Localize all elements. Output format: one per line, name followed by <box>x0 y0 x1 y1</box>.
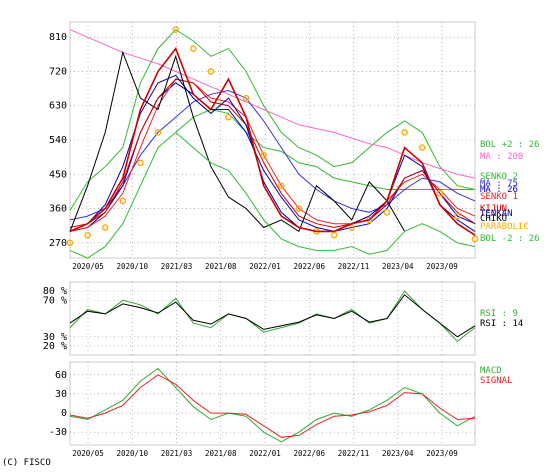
y-tick-label: 720 <box>49 66 67 77</box>
y-tick-label: 30 % <box>43 332 67 343</box>
parabolic-point <box>295 205 303 212</box>
parabolic-point <box>242 94 250 102</box>
parabolic-point <box>119 197 127 205</box>
series-line-senko-1 <box>69 78 476 232</box>
legend-parabolic: PARABOLIC <box>480 222 529 232</box>
x-tick-label: 2020/05 <box>72 449 104 458</box>
price-panel: 2020/05 2020/10 2021/03 2021/08 2022/01 2022/… <box>49 21 540 271</box>
parabolic-point <box>330 231 338 239</box>
x-tick-label: 2022/11 <box>338 449 370 458</box>
parabolic-point <box>101 224 109 231</box>
series-line-tenkan <box>69 74 476 232</box>
y-tick-label: 30 <box>55 389 67 400</box>
series-line-ma-75 <box>69 89 476 221</box>
parabolic-point <box>418 144 426 151</box>
x-tick-label: 2022/06 <box>293 262 325 271</box>
series-line-rsi-14 <box>69 294 476 338</box>
x-tick-label: 2020/05 <box>72 262 104 271</box>
x-tick-label: 2022/01 <box>249 262 281 271</box>
x-tick-label: 2023/09 <box>426 449 458 458</box>
legend-rsi-9: RSI : 9 <box>480 309 518 319</box>
x-tick-label: 2022/06 <box>293 449 325 458</box>
parabolic-point <box>154 129 162 136</box>
macd-panel: 2020/05 2020/10 2021/03 2021/08 2022/01 2022/… <box>49 361 513 458</box>
y-tick-label: 810 <box>49 32 67 43</box>
parabolic-point <box>172 26 179 33</box>
x-tick-label: 2021/03 <box>161 449 193 458</box>
series-line-signal <box>69 374 476 438</box>
y-tick-label: 70 % <box>43 295 67 306</box>
x-tick-label: 2023/04 <box>382 449 414 458</box>
legend-rsi-14: RSI : 14 <box>480 319 523 329</box>
x-tick-label: 2022/01 <box>249 449 281 458</box>
legend-bol-2-26: BOL +2 : 26 <box>480 140 540 150</box>
y-tick-label: 20 % <box>43 341 67 352</box>
legend-macd: MACD <box>480 366 502 376</box>
series-line-ma-26 <box>69 82 476 232</box>
series-line-rsi-9 <box>69 290 476 342</box>
x-tick-label: 2021/08 <box>205 449 237 458</box>
parabolic-point <box>137 159 144 167</box>
legend-chiko: CHIKO <box>480 214 507 224</box>
series-line-macd <box>69 367 476 443</box>
legend-ma-26: MA : 26 <box>480 185 518 195</box>
parabolic-point <box>84 231 91 239</box>
plot-frame <box>69 281 476 356</box>
parabolic-point <box>260 151 267 159</box>
parabolic-point <box>66 239 74 247</box>
x-tick-label: 2023/09 <box>426 262 458 271</box>
legend-kijun: KIJUN <box>480 204 507 214</box>
y-tick-label: 540 <box>49 135 67 146</box>
series-line-chiko <box>69 50 406 233</box>
x-tick-label: 2020/10 <box>116 449 148 458</box>
copyright-text: (C) FISCO <box>2 458 51 468</box>
x-tick-label: 2023/04 <box>382 262 414 271</box>
series-line-bol-2-26 <box>69 131 476 259</box>
x-tick-label: 2021/03 <box>161 262 193 271</box>
legend-senko-2: SENKO 2 <box>480 172 518 182</box>
series-line-ma-200 <box>69 29 476 179</box>
y-tick-label: 450 <box>49 169 67 180</box>
legend-senko-1: SENKO 1 <box>480 192 518 202</box>
y-tick-label: 630 <box>49 101 67 112</box>
series-line-price <box>69 46 476 236</box>
y-tick-label: 0 <box>61 408 67 419</box>
y-tick-label: 360 <box>49 204 67 215</box>
series-line-bol-2-26 <box>69 28 476 211</box>
legend-tenkan: TENKAN <box>480 209 513 219</box>
parabolic-point <box>225 113 232 121</box>
plot-frame <box>69 361 476 446</box>
y-tick-label: -30 <box>49 427 67 438</box>
x-tick-label: 2020/10 <box>116 262 148 271</box>
series-line-kijun <box>69 78 476 229</box>
x-tick-label: 2022/11 <box>338 262 370 271</box>
legend-signal: SIGNAL <box>480 376 513 386</box>
x-tick-label: 2021/08 <box>205 262 237 271</box>
series-line-senko-2 <box>175 108 475 190</box>
legend-bol-2-26: BOL -2 : 26 <box>480 234 540 244</box>
parabolic-point <box>207 68 215 75</box>
parabolic-point <box>189 45 197 52</box>
y-tick-label: 80 % <box>43 286 67 297</box>
y-tick-label: 60 <box>55 370 67 381</box>
parabolic-point <box>383 209 391 216</box>
parabolic-point <box>471 235 479 243</box>
parabolic-point <box>348 224 356 231</box>
y-tick-label: 270 <box>49 238 67 249</box>
legend-ma-200: MA : 200 <box>480 152 523 162</box>
parabolic-point <box>278 182 285 189</box>
legend-ma-75: MA : 75 <box>480 179 518 189</box>
parabolic-point <box>454 212 461 220</box>
parabolic-point <box>436 189 444 197</box>
parabolic-point <box>401 129 408 136</box>
